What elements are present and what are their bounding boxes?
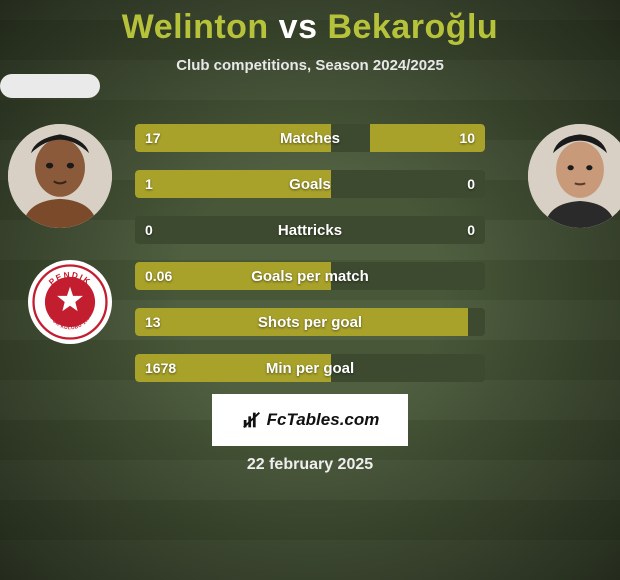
infographic: Welinton vs Bekaroğlu Club competitions,…	[0, 0, 620, 580]
stat-value-right: 10	[459, 124, 475, 152]
stat-row: 13Shots per goal	[135, 308, 485, 336]
title-right: Bekaroğlu	[327, 8, 498, 46]
title-left: Welinton	[122, 8, 269, 46]
subtitle: Club competitions, Season 2024/2025	[0, 57, 620, 74]
stat-label: Hattricks	[135, 216, 485, 244]
stat-bars: 17Matches101Goals00Hattricks00.06Goals p…	[135, 124, 485, 400]
club-right-placeholder	[0, 74, 100, 98]
stat-value-right: 0	[467, 216, 475, 244]
avatar-left-svg	[8, 124, 112, 228]
chart-icon	[241, 409, 263, 431]
page-title: Welinton vs Bekaroğlu	[0, 0, 620, 47]
stat-row: 0.06Goals per match	[135, 262, 485, 290]
stat-row: 1Goals0	[135, 170, 485, 198]
stat-row: 1678Min per goal	[135, 354, 485, 382]
stat-label: Goals per match	[135, 262, 485, 290]
avatar-right-svg	[528, 124, 620, 228]
watermark[interactable]: FcTables.com	[212, 394, 408, 446]
player-right-avatar	[528, 124, 620, 228]
stat-value-right: 0	[467, 170, 475, 198]
title-vs: vs	[279, 8, 318, 46]
club-left-svg: PENDIK SPOR KULÜBÜ 1950	[32, 264, 108, 340]
stat-row: 0Hattricks0	[135, 216, 485, 244]
watermark-text: FcTables.com	[267, 410, 380, 430]
stat-label: Goals	[135, 170, 485, 198]
stat-label: Matches	[135, 124, 485, 152]
stat-label: Shots per goal	[135, 308, 485, 336]
player-left-avatar	[8, 124, 112, 228]
date-label: 22 february 2025	[0, 456, 620, 474]
stat-label: Min per goal	[135, 354, 485, 382]
club-left-badge: PENDIK SPOR KULÜBÜ 1950	[28, 260, 112, 344]
stat-row: 17Matches10	[135, 124, 485, 152]
